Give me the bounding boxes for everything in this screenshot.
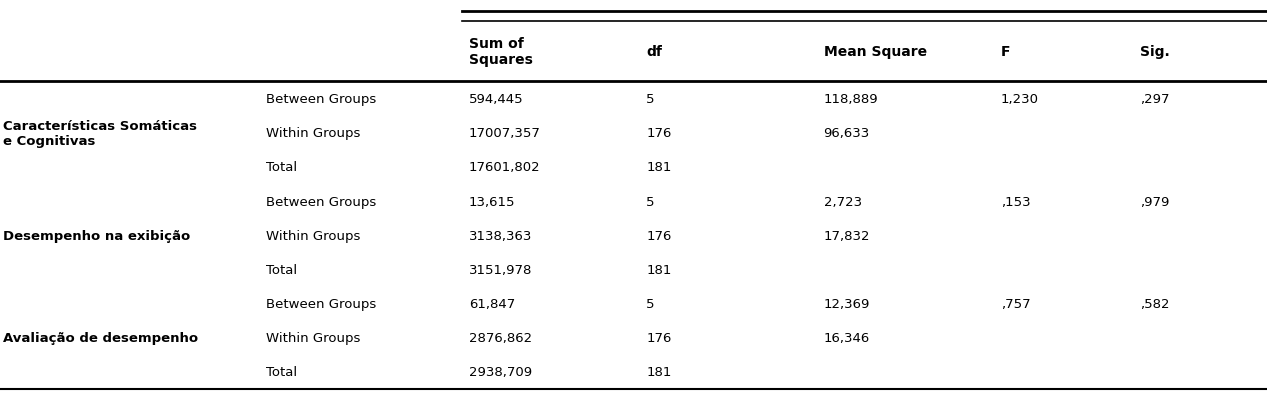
- Text: Sum of
Squares: Sum of Squares: [469, 37, 532, 67]
- Text: 5: 5: [646, 297, 655, 310]
- Text: 13,615: 13,615: [469, 195, 516, 208]
- Text: 3151,978: 3151,978: [469, 263, 532, 276]
- Text: 5: 5: [646, 195, 655, 208]
- Text: 181: 181: [646, 365, 672, 379]
- Text: Within Groups: Within Groups: [266, 331, 360, 344]
- Text: 594,445: 594,445: [469, 93, 523, 106]
- Text: ,757: ,757: [1001, 297, 1030, 310]
- Text: 61,847: 61,847: [469, 297, 516, 310]
- Text: ,153: ,153: [1001, 195, 1030, 208]
- Text: 12,369: 12,369: [824, 297, 870, 310]
- Text: 17007,357: 17007,357: [469, 127, 541, 140]
- Text: Avaliação de desempenho: Avaliação de desempenho: [3, 331, 198, 344]
- Text: Sig.: Sig.: [1140, 45, 1169, 59]
- Text: 96,633: 96,633: [824, 127, 870, 140]
- Text: Within Groups: Within Groups: [266, 229, 360, 242]
- Text: Within Groups: Within Groups: [266, 127, 360, 140]
- Text: 2876,862: 2876,862: [469, 331, 532, 344]
- Text: 2938,709: 2938,709: [469, 365, 532, 379]
- Text: 118,889: 118,889: [824, 93, 878, 106]
- Text: 17601,802: 17601,802: [469, 161, 541, 174]
- Text: ,297: ,297: [1140, 93, 1169, 106]
- Text: 3138,363: 3138,363: [469, 229, 532, 242]
- Text: 17,832: 17,832: [824, 229, 870, 242]
- Text: ,582: ,582: [1140, 297, 1169, 310]
- Text: ,979: ,979: [1140, 195, 1169, 208]
- Text: 181: 181: [646, 263, 672, 276]
- Text: Total: Total: [266, 365, 298, 379]
- Text: Total: Total: [266, 263, 298, 276]
- Text: F: F: [1001, 45, 1010, 59]
- Text: 176: 176: [646, 331, 672, 344]
- Text: df: df: [646, 45, 663, 59]
- Text: 16,346: 16,346: [824, 331, 870, 344]
- Text: 176: 176: [646, 229, 672, 242]
- Text: 2,723: 2,723: [824, 195, 862, 208]
- Text: Características Somáticas
e Cognitivas: Características Somáticas e Cognitivas: [3, 119, 196, 147]
- Text: 1,230: 1,230: [1001, 93, 1039, 106]
- Text: Between Groups: Between Groups: [266, 195, 376, 208]
- Text: Mean Square: Mean Square: [824, 45, 926, 59]
- Text: Total: Total: [266, 161, 298, 174]
- Text: Between Groups: Between Groups: [266, 297, 376, 310]
- Text: 176: 176: [646, 127, 672, 140]
- Text: Between Groups: Between Groups: [266, 93, 376, 106]
- Text: Desempenho na exibição: Desempenho na exibição: [3, 229, 190, 242]
- Text: 5: 5: [646, 93, 655, 106]
- Text: 181: 181: [646, 161, 672, 174]
